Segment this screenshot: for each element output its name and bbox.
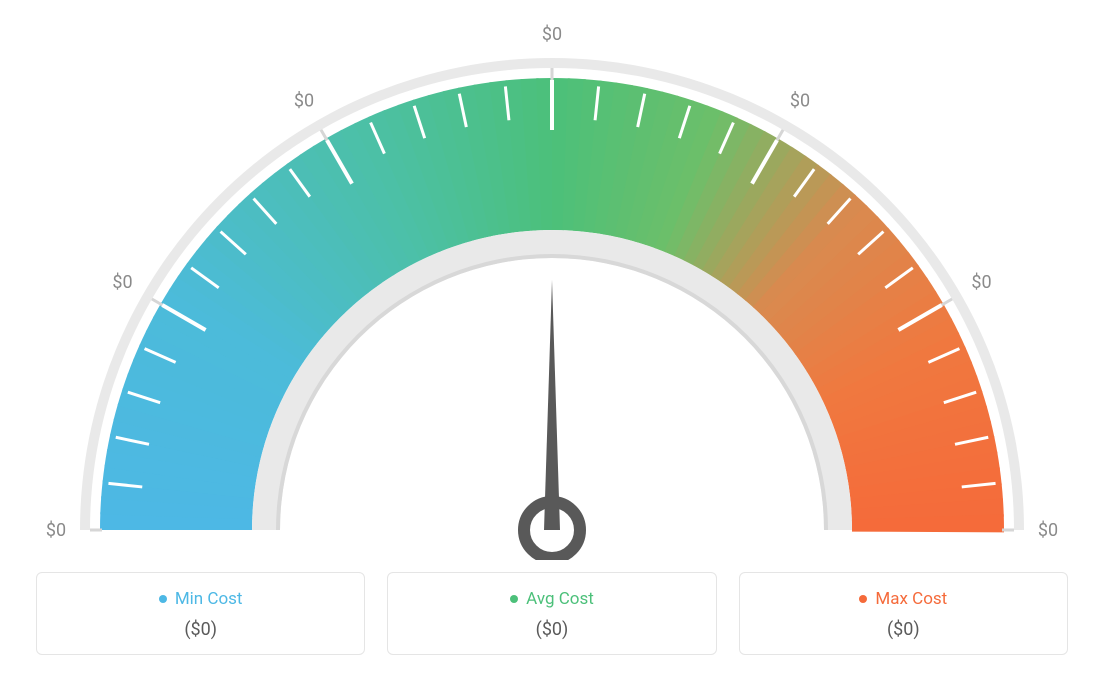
tick-label: $0	[112, 272, 132, 293]
legend-label-row: Min Cost	[47, 589, 354, 609]
tick-label: $0	[1038, 520, 1058, 541]
gauge-svg: $0 $0 $0 $0 $0 $0 $0	[0, 0, 1104, 560]
tick-label: $0	[790, 90, 810, 111]
tick-label: $0	[971, 272, 991, 293]
legend-value-min: ($0)	[47, 619, 354, 640]
legend-dot-max	[859, 595, 867, 603]
legend-card-min: Min Cost ($0)	[36, 572, 365, 655]
tick-label: $0	[294, 90, 314, 111]
legend-dot-min	[159, 595, 167, 603]
legend-row: Min Cost ($0) Avg Cost ($0) Max Cost ($0…	[0, 572, 1104, 655]
legend-card-avg: Avg Cost ($0)	[387, 572, 716, 655]
gauge-chart: $0 $0 $0 $0 $0 $0 $0	[0, 0, 1104, 560]
needle	[544, 280, 560, 530]
legend-label-row: Max Cost	[750, 589, 1057, 609]
legend-label-avg: Avg Cost	[526, 589, 594, 609]
major-tick	[942, 299, 952, 305]
major-tick	[321, 130, 327, 140]
legend-label-max: Max Cost	[875, 589, 947, 609]
major-tick	[777, 130, 783, 140]
legend-value-max: ($0)	[750, 619, 1057, 640]
legend-label-row: Avg Cost	[398, 589, 705, 609]
legend-value-avg: ($0)	[398, 619, 705, 640]
tick-label: $0	[46, 520, 66, 541]
tick-label: $0	[542, 24, 562, 45]
legend-dot-avg	[510, 595, 518, 603]
legend-card-max: Max Cost ($0)	[739, 572, 1068, 655]
legend-label-min: Min Cost	[175, 589, 243, 609]
major-tick	[152, 299, 162, 305]
